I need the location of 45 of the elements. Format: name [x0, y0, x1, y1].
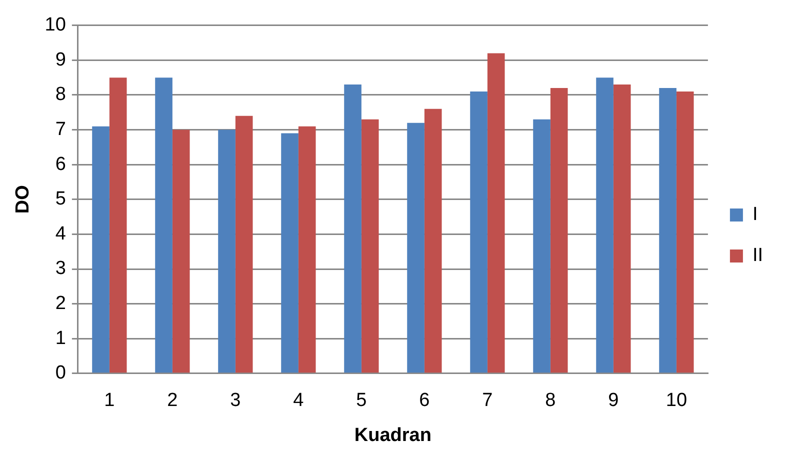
y-tick-label: 4 [55, 223, 66, 244]
y-tick-label: 5 [55, 188, 66, 210]
x-tick-label: 8 [545, 390, 556, 412]
legend-label: I [752, 204, 758, 226]
bar [344, 84, 362, 373]
bar [550, 88, 568, 373]
x-tick-label: 7 [482, 390, 493, 412]
bar [298, 126, 316, 373]
bar [533, 119, 550, 373]
bar [424, 108, 442, 373]
y-tick-label: 1 [55, 328, 66, 349]
y-tick-label: 10 [44, 14, 66, 36]
x-tick-label: 6 [419, 390, 430, 412]
bar [361, 119, 379, 373]
x-axis-title: Kuadran [354, 424, 432, 446]
bar [676, 92, 694, 373]
x-tick-label: 3 [230, 390, 241, 412]
bar [613, 84, 631, 373]
bar [659, 88, 676, 373]
y-tick-label: 8 [55, 84, 66, 106]
bar [407, 122, 424, 373]
y-tick-label: 9 [55, 49, 66, 70]
x-tick-label: 10 [666, 390, 688, 412]
bar [596, 78, 614, 373]
y-tick-label: 7 [55, 119, 66, 140]
bar [92, 126, 110, 373]
bar [218, 130, 236, 373]
x-tick-label: 9 [608, 390, 619, 412]
bar [470, 92, 488, 373]
bar [109, 78, 127, 373]
y-axis-title: DO [12, 185, 34, 214]
y-tick-label: 3 [55, 258, 66, 280]
y-tick-label: 0 [55, 362, 66, 384]
bar [487, 53, 505, 373]
x-tick-label: 5 [356, 390, 367, 412]
x-tick-label: 1 [104, 390, 115, 412]
y-tick-label: 6 [55, 154, 66, 175]
bar [281, 133, 298, 373]
y-tick-label: 2 [55, 293, 66, 314]
bar [155, 78, 172, 373]
x-tick-label: 2 [167, 390, 178, 412]
legend-label: II [752, 245, 764, 266]
bar [235, 116, 253, 373]
bar [172, 130, 190, 373]
x-tick-label: 4 [293, 390, 304, 412]
